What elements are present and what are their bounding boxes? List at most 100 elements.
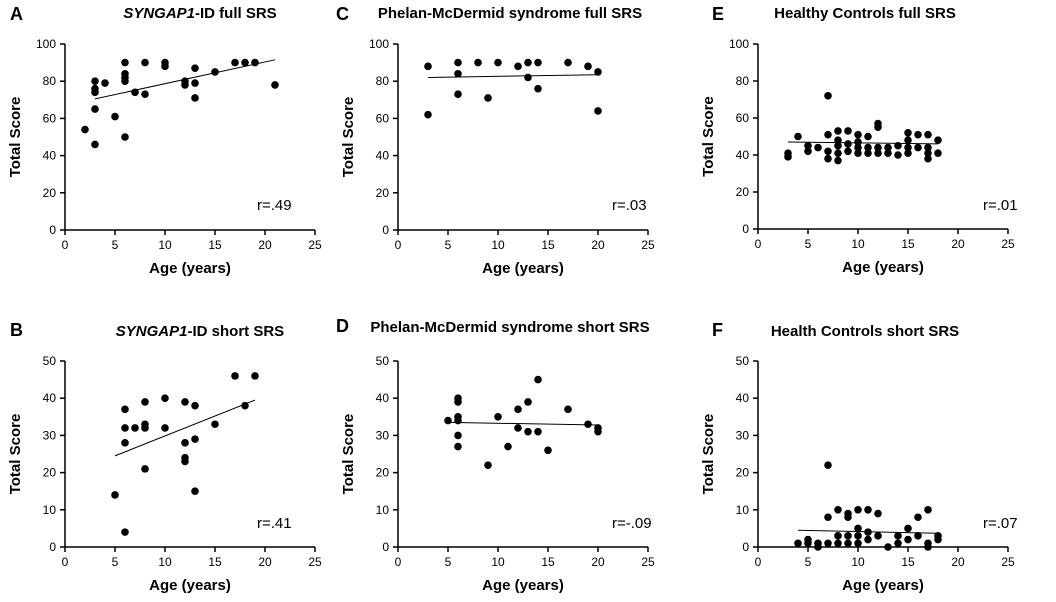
data-point — [161, 394, 169, 403]
x-tick-label: 25 — [1001, 555, 1015, 569]
data-point — [894, 532, 902, 540]
panel-f: F Health Controls short SRS 0 5 10 15 20 25 0 10 2… — [700, 320, 1018, 594]
y-tick-label: 0 — [49, 540, 56, 554]
chart-title-italic: SYNGAP1 — [116, 323, 188, 340]
data-point — [251, 58, 259, 67]
y-axis-title: Total Score — [700, 414, 717, 495]
correlation-label: r=.49 — [257, 197, 292, 214]
data-point — [914, 143, 922, 152]
data-point — [854, 143, 862, 152]
y-axis-title: Total Score — [7, 414, 24, 495]
data-point — [241, 401, 249, 410]
y-tick-label: 40 — [736, 148, 750, 162]
panel-letter: B — [10, 320, 23, 340]
data-point — [924, 130, 932, 139]
x-tick-label: 10 — [851, 555, 865, 569]
data-point — [424, 62, 432, 71]
data-point — [824, 513, 832, 522]
data-point — [924, 506, 932, 514]
data-point — [454, 58, 462, 67]
data-point — [914, 513, 922, 522]
y-tick-label: 0 — [742, 540, 749, 554]
data-point — [934, 149, 942, 157]
y-axis-title: Total Score — [700, 96, 717, 177]
data-point — [271, 81, 279, 89]
data-point — [564, 405, 572, 414]
data-point — [854, 506, 862, 514]
data-point — [454, 394, 462, 403]
y-tick-label: 20 — [736, 466, 750, 480]
chart-title-italic: SYNGAP1 — [123, 5, 195, 22]
data-point — [924, 154, 932, 163]
x-tick-label: 20 — [591, 238, 605, 252]
x-axis-title: Age (years) — [842, 259, 924, 276]
data-point — [454, 431, 462, 440]
y-tick-label: 0 — [382, 540, 389, 554]
y-tick-label: 40 — [43, 149, 57, 163]
y-tick-label: 30 — [736, 428, 750, 442]
data-point — [904, 136, 912, 144]
data-point — [121, 424, 129, 432]
data-point — [474, 58, 482, 67]
data-point — [854, 524, 862, 533]
y-tick-label: 20 — [736, 185, 750, 199]
x-tick-label: 20 — [591, 555, 605, 569]
data-point — [784, 149, 792, 157]
data-point — [874, 143, 882, 152]
data-point — [814, 543, 822, 551]
x-tick-label: 20 — [951, 237, 965, 251]
data-point — [804, 147, 812, 156]
y-tick-label: 80 — [736, 74, 750, 88]
x-axis-title: Age (years) — [482, 260, 564, 277]
data-point — [594, 424, 602, 432]
x-tick-label: 20 — [258, 555, 272, 569]
data-point — [854, 149, 862, 157]
y-tick-label: 80 — [43, 74, 57, 88]
x-tick-label: 10 — [851, 237, 865, 251]
data-point — [81, 125, 89, 134]
y-tick-label: 60 — [43, 111, 57, 125]
data-point — [534, 427, 542, 436]
correlation-label: r=.07 — [983, 515, 1018, 532]
x-axis-title: Age (years) — [842, 577, 924, 594]
y-tick-label: 50 — [736, 354, 750, 368]
data-point — [141, 465, 149, 473]
chart-title: Phelan-McDermid syndrome full SRS — [378, 5, 642, 22]
data-point — [834, 141, 842, 150]
correlation-label: r=.01 — [983, 197, 1018, 214]
data-point — [834, 136, 842, 144]
x-tick-label: 5 — [112, 555, 119, 569]
data-point — [524, 58, 532, 67]
y-axis-title: Total Score — [340, 97, 357, 178]
data-point — [231, 58, 239, 67]
data-point — [121, 69, 129, 78]
data-point — [454, 442, 462, 451]
regression-line — [447, 421, 599, 426]
y-tick-label: 40 — [43, 391, 57, 405]
data-point — [494, 58, 502, 67]
data-point — [141, 420, 149, 429]
data-point — [854, 532, 862, 540]
data-point — [161, 424, 169, 432]
data-point — [824, 130, 832, 139]
data-point — [844, 147, 852, 156]
y-tick-label: 20 — [43, 186, 57, 200]
data-point — [121, 133, 129, 141]
y-tick-label: 0 — [49, 223, 56, 237]
data-point — [804, 539, 812, 548]
data-point — [191, 64, 199, 72]
data-point — [514, 62, 522, 71]
x-axis-title: Age (years) — [149, 577, 231, 594]
data-point — [454, 69, 462, 78]
y-axis-title: Total Score — [7, 97, 24, 178]
data-point — [181, 77, 189, 85]
data-point — [894, 539, 902, 548]
data-point — [424, 110, 432, 119]
data-point — [211, 420, 219, 429]
x-tick-label: 10 — [491, 238, 505, 252]
data-point — [914, 130, 922, 139]
y-tick-label: 60 — [376, 111, 390, 125]
y-tick-label: 40 — [376, 149, 390, 163]
data-point — [884, 149, 892, 157]
data-point — [91, 77, 99, 85]
